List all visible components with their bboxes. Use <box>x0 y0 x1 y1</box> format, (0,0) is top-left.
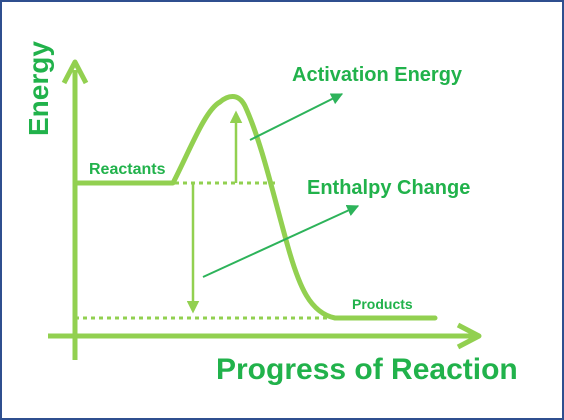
activation-energy-label: Activation Energy <box>292 64 463 86</box>
x-axis-label: Progress of Reaction <box>216 353 518 386</box>
reaction-energy-curve <box>72 94 438 321</box>
y-axis-arrowhead <box>61 59 89 85</box>
enthalpy-change-label: Enthalpy Change <box>307 177 470 199</box>
y-axis-label: Energy <box>23 41 54 136</box>
reactants-label: Reactants <box>89 161 166 178</box>
x-axis-arrowhead <box>456 322 482 350</box>
products-label: Products <box>352 296 413 312</box>
enthalpy-change-pointer <box>202 205 360 278</box>
activation-energy-pointer <box>249 93 344 141</box>
